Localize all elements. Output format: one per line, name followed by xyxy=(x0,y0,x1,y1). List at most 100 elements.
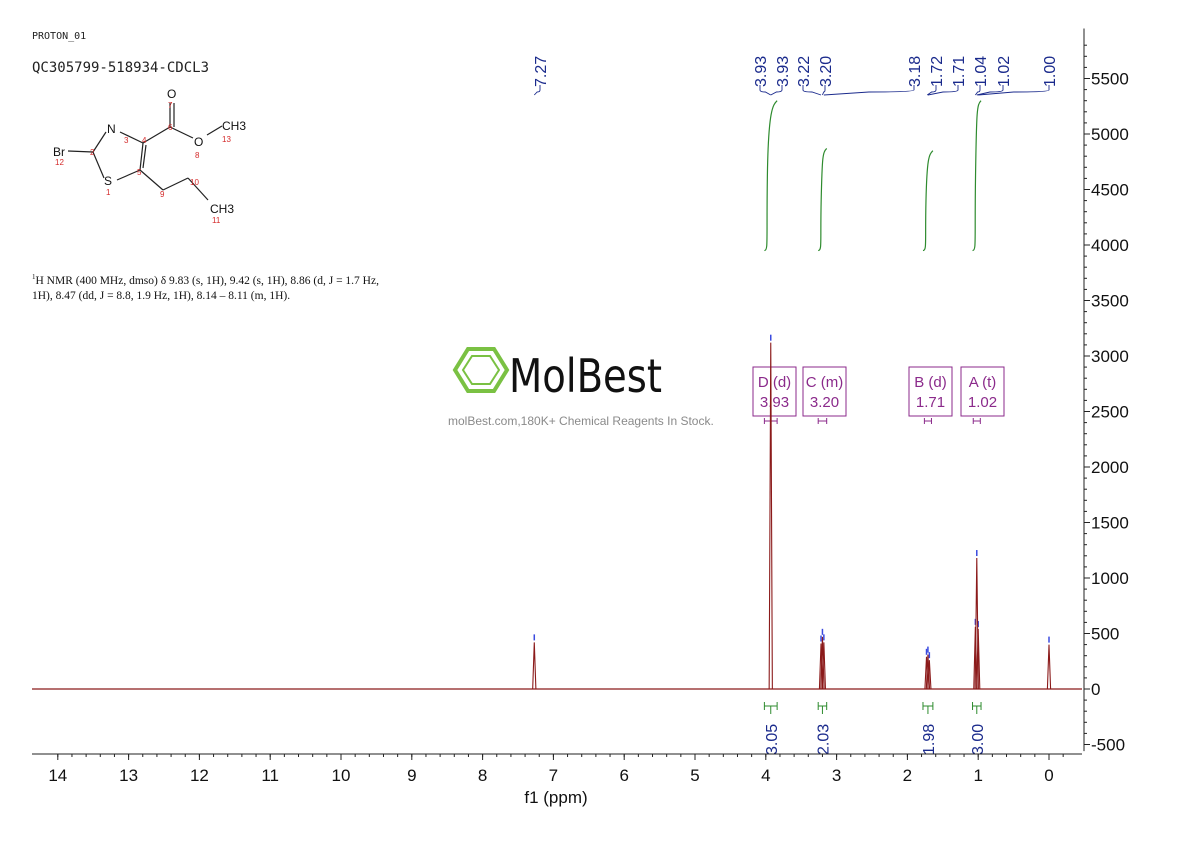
chemical-structure: O O CH3 CH3 Br N S 7 6 13 8 3 4 2 12 5 1… xyxy=(53,87,246,225)
nmr-description: 1H NMR (400 MHz, dmso) δ 9.83 (s, 1H), 9… xyxy=(32,270,379,304)
spectrum-peak xyxy=(820,636,825,690)
y-tick-label: 3000 xyxy=(1091,347,1129,366)
atom-number: 1 xyxy=(106,188,111,197)
peak-label-leader xyxy=(976,85,1004,96)
peak-label-leader xyxy=(759,85,771,96)
peak-label-leader xyxy=(770,85,783,96)
integral-value: 3.00 xyxy=(970,724,987,755)
atom-number: 2 xyxy=(90,148,95,157)
y-tick-label: 2000 xyxy=(1091,458,1129,477)
spectrum-peak xyxy=(818,643,824,690)
sample-name: QC305799-518934-CDCL3 xyxy=(32,60,210,76)
x-tick-label: 10 xyxy=(332,766,351,785)
peak-label-leader xyxy=(975,85,981,96)
atom-number: 10 xyxy=(190,178,199,187)
atom-number: 12 xyxy=(55,158,64,167)
atom-S: S xyxy=(104,174,112,188)
peak-label-leader xyxy=(802,85,822,96)
x-tick-label: 9 xyxy=(407,766,416,785)
peak-label-leader xyxy=(822,85,826,96)
integral-curve xyxy=(818,148,828,252)
x-tick-label: 7 xyxy=(549,766,558,785)
integral-values: 3.05 2.03 1.98 3.00 xyxy=(764,702,987,755)
multiplet-range xyxy=(923,418,932,424)
nmr-superscript: 1 xyxy=(32,273,36,281)
multiplet-shift: 3.93 xyxy=(760,394,789,411)
atom-number: 7 xyxy=(168,101,173,110)
peak-label-leader xyxy=(533,85,541,96)
multiplet-box xyxy=(752,366,797,417)
atom-number: 3 xyxy=(124,136,129,145)
y-tick-label: 0 xyxy=(1091,680,1100,699)
atom-O-top: O xyxy=(167,87,176,101)
brand-name: MolBest xyxy=(509,349,662,403)
x-tick-label: 2 xyxy=(903,766,912,785)
atom-Br: Br xyxy=(53,145,65,159)
peak-label: 7.27 xyxy=(533,56,550,87)
y-tick-label: 5000 xyxy=(1091,125,1129,144)
integral-value: 1.98 xyxy=(921,724,938,755)
spectrum-peak xyxy=(925,654,931,690)
spectrum-peak xyxy=(976,629,981,690)
x-tick-label: 1 xyxy=(973,766,982,785)
integral-curves xyxy=(764,100,982,252)
peak-label: 1.71 xyxy=(951,56,968,87)
atom-N: N xyxy=(107,122,116,136)
peak-label: 1.72 xyxy=(929,56,946,87)
atom-number: 13 xyxy=(222,135,231,144)
y-tick-label: 500 xyxy=(1091,625,1119,644)
spectrum-peak xyxy=(768,342,773,690)
spectrum-peak xyxy=(927,660,932,690)
watermark-tagline: molBest.com,180K+ Chemical Reagents In S… xyxy=(448,414,714,428)
peak-label-leader xyxy=(927,85,959,96)
axes: 14 13 12 11 10 9 8 7 6 5 4 3 2 1 0f1 (ppm)550050004500… xyxy=(32,28,1129,807)
atom-number: 9 xyxy=(160,190,165,199)
atom-number: 11 xyxy=(212,216,221,225)
spectrum-peak xyxy=(532,642,537,690)
multiplet-label: C (m) xyxy=(806,374,844,391)
integral-curve xyxy=(972,100,982,252)
x-tick-label: 12 xyxy=(190,766,209,785)
atom-CH3-top: CH3 xyxy=(222,119,246,133)
multiplet-boxes: D (d) 3.93 C (m) 3.20 B (d) 1.71 A (t) 1.02 xyxy=(752,366,1005,424)
atom-O-ester: O xyxy=(194,135,203,149)
peak-label-leader xyxy=(926,85,937,96)
atom-number: 4 xyxy=(142,136,147,145)
experiment-name: PROTON_01 xyxy=(32,31,87,42)
molbest-logo: MolBest xyxy=(452,347,662,403)
atom-number: 6 xyxy=(168,123,173,132)
x-tick-label: 5 xyxy=(690,766,699,785)
x-tick-label: 13 xyxy=(119,766,138,785)
multiplet-shift: 3.20 xyxy=(810,394,839,411)
multiplet-range xyxy=(972,418,981,424)
integral-curve xyxy=(922,150,934,252)
x-axis-label: f1 (ppm) xyxy=(524,788,587,807)
peak-label: 1.00 xyxy=(1042,56,1059,87)
peak-label: 3.93 xyxy=(775,56,792,87)
spectrum-trace xyxy=(32,342,1082,690)
y-tick-label: -500 xyxy=(1091,736,1125,755)
y-tick-label: 4500 xyxy=(1091,181,1129,200)
peak-label: 1.02 xyxy=(996,56,1013,87)
y-tick-label: 2500 xyxy=(1091,403,1129,422)
peak-labels: 7.27 3.93 3.93 3.22 3.20 3.18 1.72 1.71 1.04 1.02… xyxy=(0,0,1059,659)
nmr-line-2: 1H), 8.47 (dd, J = 8.8, 1.9 Hz, 1H), 8.1… xyxy=(32,289,291,302)
x-tick-label: 3 xyxy=(832,766,841,785)
y-tick-label: 4000 xyxy=(1091,236,1129,255)
multiplet-label: D (d) xyxy=(758,374,791,391)
multiplet-range xyxy=(817,418,828,424)
y-tick-label: 1500 xyxy=(1091,514,1129,533)
integral-value: 3.05 xyxy=(764,724,781,755)
integral-value: 2.03 xyxy=(815,724,832,755)
multiplet-box xyxy=(960,366,1005,417)
peak-label-leader xyxy=(823,85,915,96)
x-tick-label: 4 xyxy=(761,766,770,785)
multiplet-label: A (t) xyxy=(969,374,997,391)
peak-label: 1.04 xyxy=(973,56,990,87)
peak-label: 3.18 xyxy=(907,56,924,87)
x-tick-label: 0 xyxy=(1044,766,1053,785)
nmr-line-1: H NMR (400 MHz, dmso) δ 9.83 (s, 1H), 9.… xyxy=(35,274,379,287)
atom-number: 8 xyxy=(195,151,200,160)
peak-label-leader xyxy=(978,85,1050,96)
